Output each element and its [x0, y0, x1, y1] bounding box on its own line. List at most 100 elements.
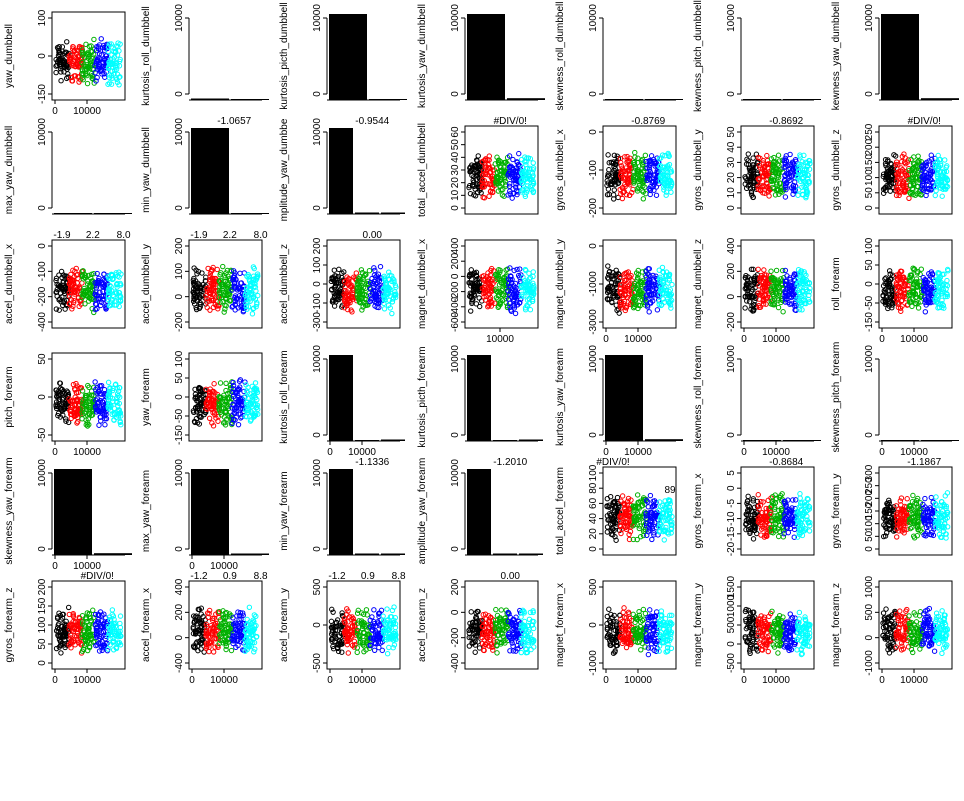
bar-2 — [355, 440, 379, 441]
data-point — [337, 267, 341, 271]
y-axis-label: kewness_pitch_dumbbell — [693, 0, 704, 112]
y-tick-label: 10000 — [450, 459, 461, 487]
data-point — [236, 422, 240, 426]
y-tick-label: 40 — [726, 141, 737, 153]
data-point — [99, 37, 103, 41]
x-tick-label: 0 — [879, 334, 885, 345]
y-tick-label: -300 — [312, 312, 323, 332]
annotation-label: 2.2 — [223, 230, 237, 241]
y-tick-label: 400 — [726, 237, 737, 254]
data-point — [899, 159, 903, 163]
data-point — [923, 310, 927, 314]
data-point — [332, 268, 336, 272]
bar-2 — [507, 98, 545, 100]
data-point — [796, 193, 800, 197]
annotation-label: -0.8769 — [631, 116, 665, 127]
data-point — [781, 310, 785, 314]
y-tick-label: 0 — [450, 273, 461, 279]
y-axis-label: yaw_dumbbell — [4, 24, 15, 88]
data-point — [92, 37, 96, 41]
data-point — [378, 264, 382, 268]
bar-2 — [231, 554, 269, 556]
data-point — [662, 538, 666, 542]
x-tick-label: 0 — [327, 447, 333, 458]
y-tick-label: 0 — [450, 546, 461, 552]
y-tick-label: 10000 — [450, 4, 461, 32]
bar-2 — [231, 99, 269, 100]
panel-18: magnet_dumbbell_x-600-400-20002004001000… — [417, 237, 538, 345]
x-tick-label: 10000 — [73, 106, 101, 117]
y-tick-label: 0 — [312, 546, 323, 552]
bar-3 — [519, 440, 543, 442]
y-tick-label: 10 — [450, 189, 461, 201]
y-tick-label: -100 — [312, 293, 323, 313]
data-point — [943, 158, 947, 162]
y-axis-label: yaw_forearm — [141, 368, 152, 426]
bar-2 — [94, 553, 132, 555]
y-tick-label: 40 — [450, 151, 461, 163]
y-tick-label: 0 — [174, 394, 185, 400]
y-tick-label: 10000 — [450, 345, 461, 373]
y-tick-label: 0 — [726, 205, 737, 211]
y-tick-label: 10000 — [312, 118, 323, 146]
y-tick-label: 10000 — [312, 345, 323, 373]
y-tick-label: 10000 — [174, 118, 185, 146]
y-axis-label: accel_dumbbell_y — [141, 244, 152, 324]
y-axis-label: min_yaw_forearm — [279, 471, 290, 550]
bar-2 — [94, 213, 132, 214]
bar-2 — [921, 440, 959, 441]
points — [743, 152, 812, 200]
bar-1 — [743, 440, 781, 441]
y-tick-label: 10000 — [37, 118, 48, 146]
data-point — [512, 268, 516, 272]
bar-1 — [329, 469, 353, 555]
y-axis-label: kurtosis_roll_dumbbell — [141, 6, 152, 106]
data-point — [907, 196, 911, 200]
x-tick-label: 0 — [52, 561, 58, 572]
data-point — [250, 312, 254, 316]
data-point — [916, 154, 920, 158]
x-tick-label: 10000 — [762, 334, 790, 345]
x-tick-label: 0 — [741, 447, 747, 458]
data-point — [912, 155, 916, 159]
data-point — [776, 305, 780, 309]
data-point — [606, 153, 610, 157]
data-point — [647, 310, 651, 314]
y-axis-label: kurtosis_yaw_forearm — [555, 348, 566, 446]
data-point — [106, 380, 110, 384]
y-tick-label: 0 — [174, 91, 185, 97]
y-tick-label: -200 — [37, 286, 48, 306]
y-axis-label: gyros_forearm_x — [693, 473, 704, 548]
data-point — [933, 193, 937, 197]
y-tick-label: -150 — [37, 84, 48, 104]
y-axis-label: accel_dumbbell_x — [4, 244, 15, 324]
y-axis-label: total_accel_forearm — [555, 467, 566, 555]
y-tick-label: 0 — [450, 91, 461, 97]
data-point — [76, 419, 80, 423]
x-tick-label: 0 — [52, 447, 58, 458]
y-tick-label: 100 — [37, 9, 48, 26]
y-tick-label: 0 — [312, 91, 323, 97]
points — [54, 380, 123, 428]
panel-34: gyros_forearm_x-20-15-10-505-0.8684 — [693, 457, 814, 556]
y-tick-label: 0 — [174, 205, 185, 211]
y-tick-label: -150 — [174, 425, 185, 445]
y-tick-label: 0 — [864, 91, 875, 97]
data-point — [641, 197, 645, 201]
data-point — [615, 495, 619, 499]
y-tick-label: 0 — [450, 205, 461, 211]
y-tick-label: 0 — [174, 546, 185, 552]
data-point — [633, 150, 637, 154]
data-point — [80, 417, 84, 421]
data-point — [243, 380, 247, 384]
